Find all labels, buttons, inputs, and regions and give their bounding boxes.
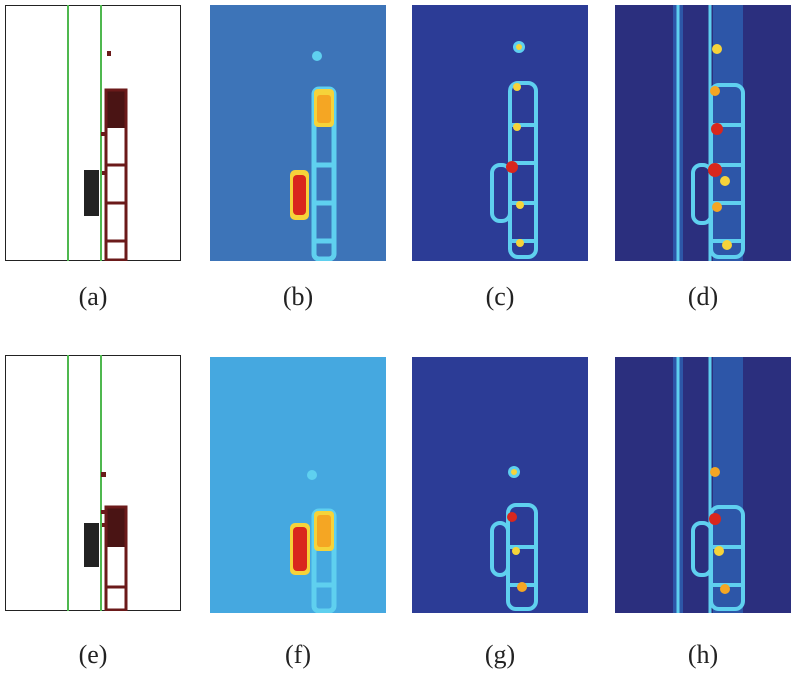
caption-g: (g): [484, 640, 516, 669]
occupancy-map-a: [5, 5, 181, 261]
heatmap-f: [210, 357, 386, 613]
heatmap-d: [615, 5, 791, 261]
heatmap-g: [412, 357, 588, 613]
caption-b: (b): [282, 282, 314, 311]
caption-d: (d): [687, 282, 719, 311]
heatmap-c: [412, 5, 588, 261]
panel-c: [412, 5, 588, 261]
panel-d: [615, 5, 791, 261]
panel-b: [210, 5, 386, 261]
panel-h: [615, 357, 791, 613]
caption-c: (c): [485, 282, 515, 311]
caption-e: (e): [78, 640, 108, 669]
caption-a: (a): [78, 282, 108, 311]
panel-f: [210, 357, 386, 613]
heatmap-b: [210, 5, 386, 261]
occupancy-map-e: [5, 355, 181, 611]
heatmap-h: [615, 357, 791, 613]
panel-g: [412, 357, 588, 613]
panel-e: [5, 355, 181, 611]
caption-f: (f): [285, 640, 311, 669]
caption-h: (h): [687, 640, 719, 669]
panel-a: [5, 5, 181, 261]
